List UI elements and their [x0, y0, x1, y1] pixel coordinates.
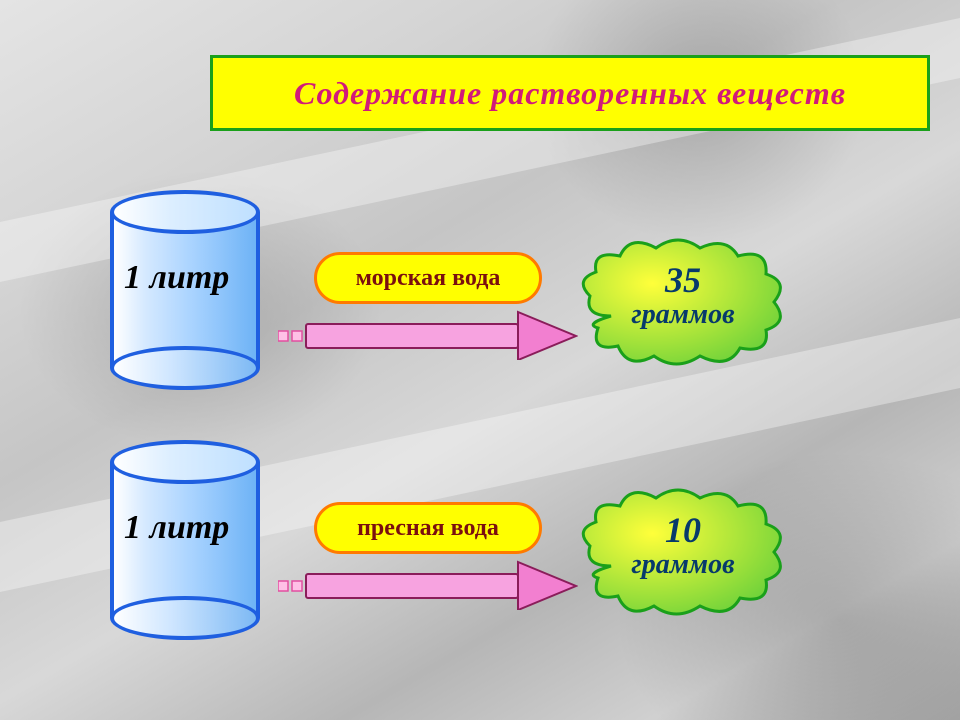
arrow-icon	[278, 560, 578, 610]
result-cloud: 10 граммов	[578, 488, 788, 618]
title-box: Содержание растворенных веществ	[210, 55, 930, 131]
cloud-value: 35	[578, 262, 788, 300]
row-sea-water: 1 литр морская вода 35 граммов	[0, 190, 960, 410]
arrow-icon	[278, 310, 578, 360]
title-text: Содержание растворенных веществ	[294, 75, 846, 112]
water-type-label: морская вода	[314, 252, 542, 304]
cloud-unit: граммов	[578, 300, 788, 329]
row-fresh-water: 1 литр пресная вода 10 граммов	[0, 440, 960, 660]
cylinder-bottom	[110, 346, 260, 390]
cylinder-label: 1 литр	[124, 260, 244, 296]
cylinder-bottom	[110, 596, 260, 640]
cloud-unit: граммов	[578, 550, 788, 579]
water-type-label: пресная вода	[314, 502, 542, 554]
cloud-value: 10	[578, 512, 788, 550]
cloud-text: 10 граммов	[578, 512, 788, 579]
cylinder: 1 литр	[110, 190, 260, 390]
cylinder: 1 литр	[110, 440, 260, 640]
result-cloud: 35 граммов	[578, 238, 788, 368]
cloud-text: 35 граммов	[578, 262, 788, 329]
cylinder-top	[110, 190, 260, 234]
cylinder-top	[110, 440, 260, 484]
cylinder-label: 1 литр	[124, 510, 244, 546]
